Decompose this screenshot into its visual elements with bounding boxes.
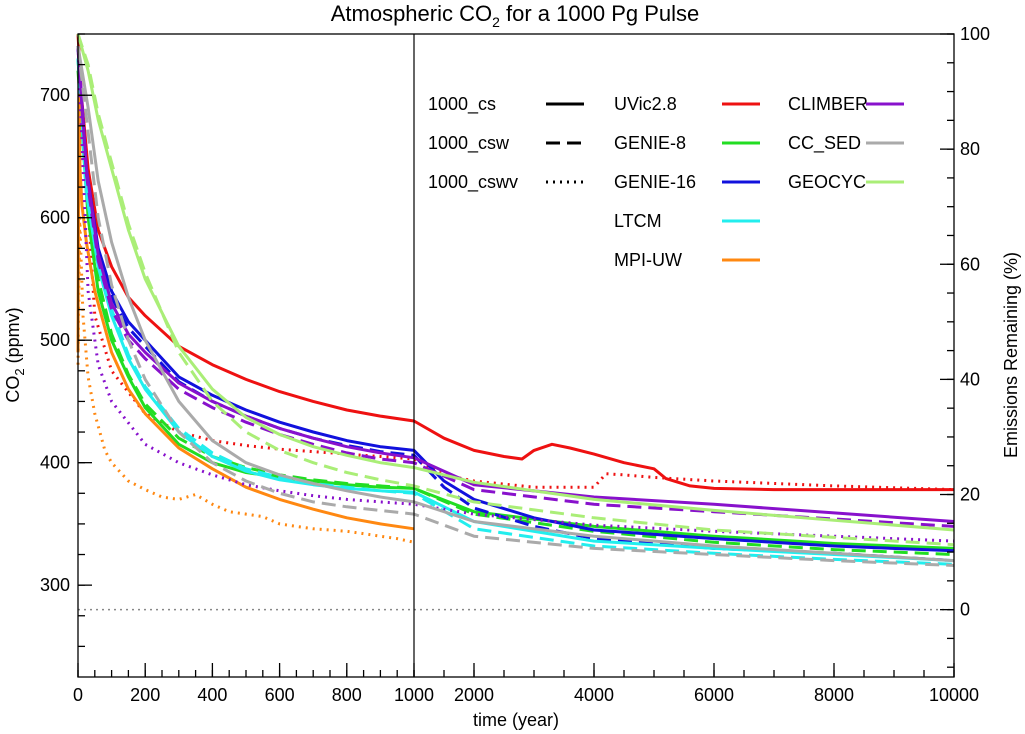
y2-tick-label: 20: [960, 485, 980, 505]
axes-layer: 0 200 400 600 800 1000 2000 4000 6000 8000 1000030…: [40, 24, 990, 705]
chart-title: Atmospheric CO2 for a 1000 Pg Pulse: [331, 1, 700, 30]
series-line-climber-1000_cswv: [76, 46, 955, 543]
x-tick-label: 2000: [454, 685, 494, 705]
y-tick-label: 600: [40, 208, 70, 228]
legend-model-label: UVic2.8: [614, 94, 677, 114]
y-tick-label: 700: [40, 85, 70, 105]
plot-frame: [77, 33, 955, 678]
y2-tick-label: 40: [960, 369, 980, 389]
series-line-geocyc-1000_csw: [76, 33, 955, 547]
y2-tick-label: 80: [960, 139, 980, 159]
chart-title-subscript: 2: [492, 14, 500, 30]
series-line-mpi-uw-1000_cswv: [76, 216, 415, 544]
legend-model-label: LTCM: [614, 211, 662, 231]
x-tick-label: 200: [130, 685, 160, 705]
x-tick-label: 1000: [394, 685, 434, 705]
series-line-climber-1000_csw: [76, 46, 955, 528]
series-line-ltcm-1000_csw: [76, 58, 955, 566]
x-tick-label: 8000: [814, 685, 854, 705]
y-tick-label: 300: [40, 575, 70, 595]
x-tick-label: 800: [332, 685, 362, 705]
y2-tick-label: 0: [960, 600, 970, 620]
x-tick-label: 600: [265, 685, 295, 705]
series-line-ltcm-1000_cs: [76, 58, 955, 563]
y-tick-label: 500: [40, 330, 70, 350]
x-axis-label: time (year): [473, 710, 559, 730]
x-tick-label: 6000: [694, 685, 734, 705]
legend-model-label: GEOCYC: [788, 172, 866, 192]
y-axis-label: CO2 (ppmv): [3, 307, 27, 402]
legend-style-label: 1000_cs: [428, 94, 496, 115]
chart-title-suffix: for a 1000 Pg Pulse: [500, 1, 699, 26]
y2-tick-label: 100: [960, 24, 990, 44]
y2-tick-label: 60: [960, 254, 980, 274]
legend-style-label: 1000_csw: [428, 133, 510, 154]
series-line-cc-sed-1000_csw: [76, 46, 955, 567]
legend-style-label: 1000_cswv: [428, 172, 518, 193]
legend-model-label: GENIE-16: [614, 172, 696, 192]
series-line-mpi-uw-1000_cs: [76, 93, 415, 531]
legend-model-label: MPI-UW: [614, 250, 682, 270]
y-axis-label-unit: (ppmv): [3, 307, 23, 368]
x-tick-label: 4000: [574, 685, 614, 705]
x-tick-label: 10000: [929, 685, 979, 705]
x-tick-label: 0: [73, 685, 83, 705]
y2-axis-label: Emissions Remaining (%): [1001, 252, 1021, 458]
series-line-climber-1000_cs: [76, 46, 955, 523]
legend: 1000_cs 1000_csw 1000_cswv UVic2.8 GENIE-8 GE…: [428, 94, 904, 270]
legend-model-label: GENIE-8: [614, 133, 686, 153]
y-tick-label: 400: [40, 453, 70, 473]
y-axis-label-subscript: 2: [12, 368, 27, 375]
legend-model-label: CC_SED: [788, 133, 861, 154]
legend-model-label: CLIMBER: [788, 94, 868, 114]
series-line-cc-sed-1000_cs: [76, 45, 955, 563]
data-layer: [76, 33, 955, 611]
x-tick-label: 400: [197, 685, 227, 705]
series-line-genie-16-1000_csw: [76, 46, 955, 563]
series-line-geocyc-1000_cs: [76, 33, 955, 532]
